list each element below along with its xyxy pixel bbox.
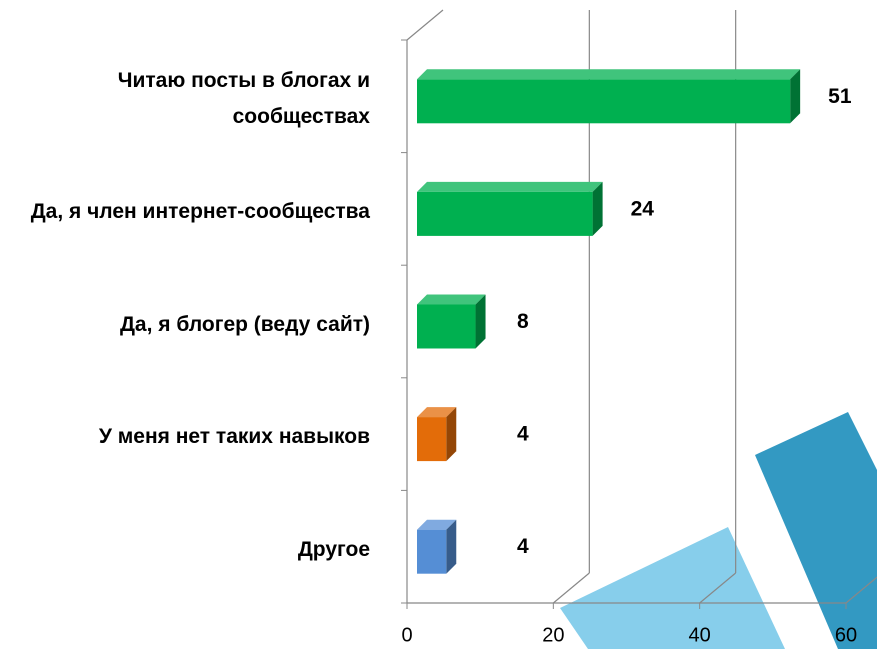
grid-line-depth — [845, 576, 877, 604]
y-tick-label: Да, я член интернет-сообщества — [30, 199, 370, 223]
y-tick-label: Другое — [297, 537, 370, 561]
y-tick-label: У меня нет таких навыков — [98, 425, 370, 449]
data-label: 4 — [517, 423, 529, 446]
grid-line-depth — [552, 572, 590, 604]
bar-top — [417, 294, 486, 305]
bar-side — [592, 181, 603, 236]
data-label: 8 — [517, 310, 529, 333]
bar-side — [446, 519, 457, 574]
axes — [406, 9, 846, 604]
bar — [417, 529, 447, 574]
bar-side — [790, 69, 801, 124]
bar-side — [475, 294, 486, 349]
data-label: 4 — [517, 535, 529, 558]
y-tick-label: Читаю посты в блогах и сообществах — [117, 69, 370, 129]
bar-top — [417, 69, 801, 80]
x-tick-label: 20 — [542, 624, 564, 646]
bar-side — [446, 407, 457, 462]
decor-shape — [755, 412, 877, 649]
bar — [417, 304, 476, 349]
y-tick-label: Да, я блогер (веду сайт) — [119, 312, 370, 336]
bar-top — [417, 519, 457, 530]
x-tick-label: 0 — [401, 624, 412, 646]
decor-shape — [560, 527, 785, 649]
data-label: 24 — [631, 197, 655, 220]
bar — [417, 79, 791, 124]
data-label: 51 — [828, 85, 852, 108]
bar — [417, 417, 447, 462]
x-tick-label: 40 — [689, 624, 711, 646]
grid-line-depth — [699, 572, 737, 604]
bar-top — [417, 181, 603, 192]
bar-top — [417, 407, 457, 418]
x-tick-label: 60 — [835, 624, 857, 646]
y-axis-depth — [406, 9, 444, 41]
bar — [417, 191, 593, 236]
